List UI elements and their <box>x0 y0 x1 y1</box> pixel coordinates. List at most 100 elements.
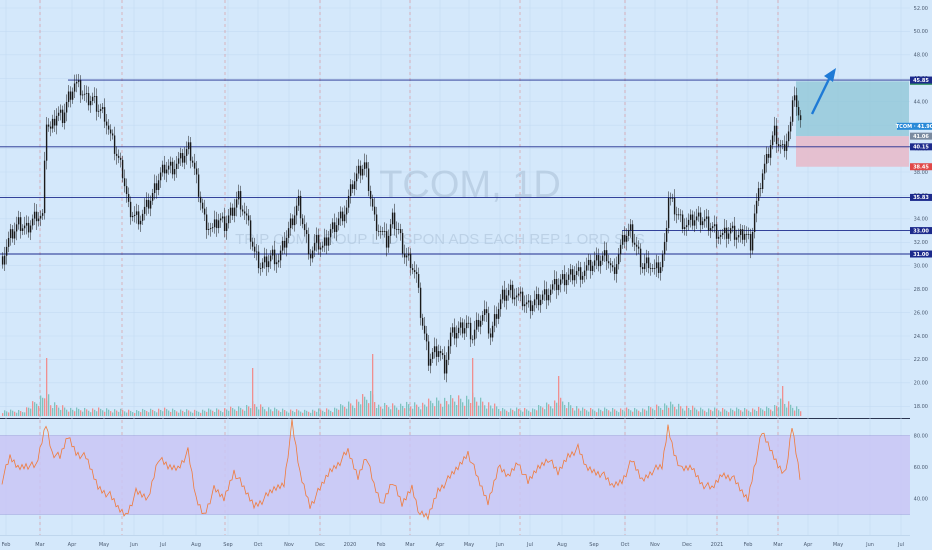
candle-body <box>345 207 348 215</box>
candle-body <box>321 245 324 248</box>
volume-bar <box>152 409 154 416</box>
candle-body <box>663 241 666 255</box>
candle-body <box>509 284 512 291</box>
candle-body <box>525 302 528 305</box>
x-tick-label: Jun <box>865 542 874 548</box>
candle-body <box>223 216 226 231</box>
volume-bar <box>394 405 396 416</box>
x-tick-label: Dec <box>682 542 692 548</box>
volume-bar <box>154 411 156 416</box>
candle-body <box>593 260 596 266</box>
candle-body <box>373 206 376 215</box>
volume-bar <box>354 407 356 416</box>
candle-body <box>533 299 536 306</box>
volume-bar <box>644 409 646 416</box>
volume-bar <box>202 409 204 416</box>
volume-bar <box>188 410 190 416</box>
candle-body <box>777 144 780 147</box>
candle-body <box>263 256 266 263</box>
volume-bar <box>540 406 542 416</box>
volume-bar <box>76 407 78 416</box>
volume-bar <box>160 409 162 416</box>
volume-bar <box>576 406 578 416</box>
volume-bar <box>252 368 254 416</box>
volume-bar <box>342 405 344 416</box>
candle-body <box>59 109 62 113</box>
volume-bar <box>552 408 554 416</box>
candle-body <box>213 219 216 228</box>
volume-bar <box>250 408 252 416</box>
volume-bar <box>694 407 696 416</box>
candle-body <box>461 322 464 334</box>
volume-bar <box>222 412 224 416</box>
price-tick-label: 30.00 <box>914 264 928 270</box>
candle-body <box>43 160 46 214</box>
volume-bar <box>530 412 532 416</box>
candle-body <box>431 352 434 359</box>
candle-body <box>559 279 562 285</box>
volume-bar <box>474 397 476 416</box>
candle-body <box>293 215 296 226</box>
volume-bar <box>90 412 92 416</box>
volume-bar <box>380 406 382 416</box>
volume-bar <box>512 409 514 416</box>
volume-bar <box>334 407 336 416</box>
volume-bar <box>578 408 580 416</box>
volume-bar <box>168 410 170 416</box>
volume-bar <box>566 408 568 416</box>
volume-bar <box>506 410 508 416</box>
candle-body <box>319 247 322 250</box>
candle-body <box>235 199 238 208</box>
candle-body <box>457 327 460 334</box>
candle-body <box>285 237 288 248</box>
candle-body <box>551 284 554 290</box>
candle-body <box>799 115 802 121</box>
candle-body <box>723 227 726 234</box>
candle-body <box>447 346 450 360</box>
volume-bar <box>42 397 44 416</box>
candle-body <box>661 254 664 268</box>
level-tag: 45.85 <box>913 78 929 84</box>
candle-body <box>9 229 12 239</box>
candle-body <box>521 291 524 307</box>
x-tick-label: 2021 <box>711 542 724 548</box>
candle-body <box>735 237 738 240</box>
volume-bar <box>750 412 752 416</box>
candle-body <box>137 211 140 225</box>
volume-bar <box>304 409 306 416</box>
candle-body <box>539 299 542 306</box>
volume-bar <box>670 401 672 416</box>
volume-bar <box>338 409 340 416</box>
candle-body <box>423 325 426 334</box>
price-tick-label: 20.00 <box>914 381 928 387</box>
volume-bar <box>772 411 774 416</box>
x-tick-label: Mar <box>773 542 783 548</box>
candle-body <box>675 214 678 216</box>
volume-bar <box>734 411 736 416</box>
candle-body <box>679 214 682 216</box>
candle-body <box>179 153 182 159</box>
candle-body <box>715 224 718 239</box>
volume-bar <box>554 400 556 416</box>
candle-body <box>639 248 642 268</box>
volume-bar <box>70 407 72 416</box>
volume-bar <box>260 404 262 416</box>
volume-bar <box>684 410 686 416</box>
rsi-tick-label: 60.00 <box>914 465 928 471</box>
candle-body <box>557 284 560 291</box>
volume-bar <box>326 408 328 416</box>
candle-body <box>55 115 58 126</box>
volume-bar <box>206 411 208 416</box>
candle-body <box>169 161 172 166</box>
x-tick-label: Jul <box>159 542 166 548</box>
candle-body <box>413 270 416 273</box>
volume-bar <box>266 411 268 416</box>
volume-bar <box>442 406 444 416</box>
candle-body <box>299 195 302 219</box>
candle-body <box>5 246 8 256</box>
candle-body <box>619 244 622 255</box>
candle-body <box>105 121 108 126</box>
candle-body <box>353 181 356 190</box>
candle-body <box>315 235 318 243</box>
